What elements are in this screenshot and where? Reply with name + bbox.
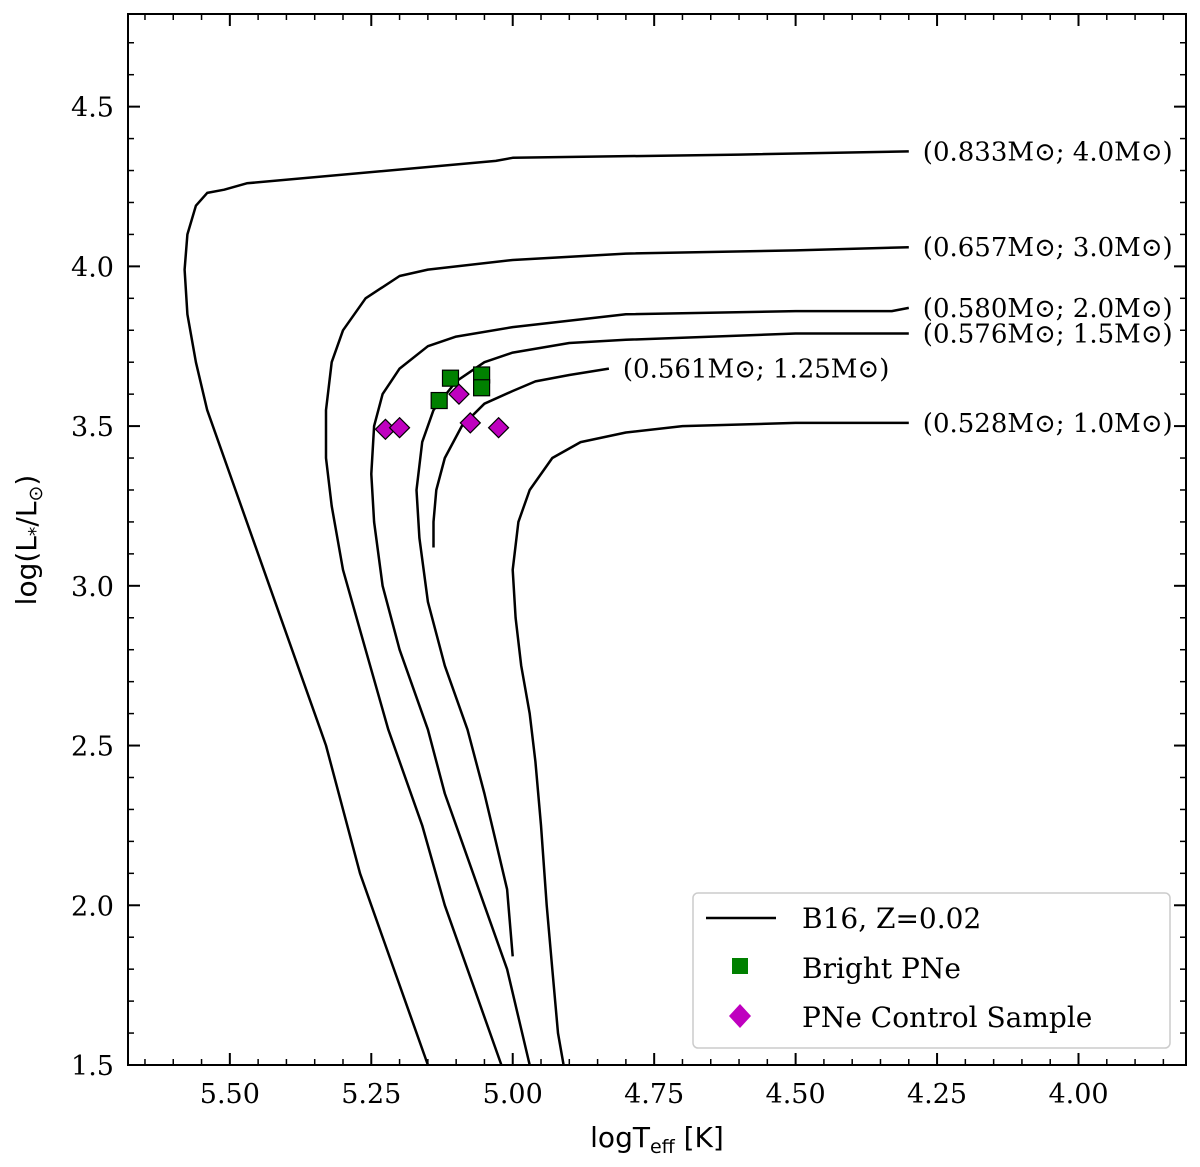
control-sample-marker	[487, 416, 510, 439]
track-line-3	[415, 332, 909, 957]
x-tick-label: 4.00	[1048, 1079, 1108, 1110]
x-tick-label: 5.00	[483, 1079, 543, 1110]
y-tick-label: 3.5	[71, 412, 114, 443]
axis-ticks: 5.50 5.25 5.00 4.75 4.50 4.25 4.00 1.5 2.0 2.5 3.0…	[71, 14, 1186, 1110]
control-sample-marker	[448, 383, 470, 405]
legend-square-swatch	[732, 958, 748, 974]
control-sample-marker	[388, 416, 411, 439]
y-tick-label: 2.0	[71, 891, 114, 922]
bright-pne-marker	[441, 369, 460, 387]
y-tick-label: 2.5	[71, 732, 114, 763]
data-markers	[374, 366, 510, 441]
y-tick-label: 4.0	[71, 252, 114, 283]
legend-label-tracks: B16, Z=0.02	[802, 902, 981, 935]
track-label-4: (0.561M⊙; 1.25M⊙)	[623, 355, 889, 385]
track-label-2: (0.580M⊙; 2.0M⊙)	[923, 294, 1173, 324]
legend-diamond-swatch	[729, 1004, 751, 1028]
y-tick-label: 4.5	[71, 93, 114, 124]
x-tick-label: 4.75	[624, 1079, 684, 1110]
legend-label-bright: Bright PNe	[802, 952, 961, 985]
x-tick-label: 5.25	[341, 1079, 401, 1110]
legend-label-control: PNe Control Sample	[802, 1001, 1092, 1034]
bright-pne-marker	[430, 391, 448, 410]
plot-frame	[127, 13, 1187, 1066]
x-tick-label: 4.25	[907, 1079, 967, 1110]
control-sample-marker	[459, 412, 482, 434]
track-label-5: (0.528M⊙; 1.0M⊙)	[923, 409, 1173, 439]
bright-pne-marker	[473, 379, 491, 397]
x-tick-label: 4.50	[766, 1079, 826, 1110]
track-line-2	[370, 306, 910, 1066]
track-line-1	[324, 245, 909, 1066]
legend: B16, Z=0.02 Bright PNe PNe Control Sampl…	[692, 892, 1171, 1049]
legend-box	[692, 892, 1171, 1049]
track-line-0	[183, 150, 909, 1066]
track-label-1: (0.657M⊙; 3.0M⊙)	[923, 233, 1173, 263]
track-labels: (0.833M⊙; 4.0M⊙) (0.657M⊙; 3.0M⊙) (0.580M⊙…	[623, 137, 1173, 439]
x-tick-label: 5.50	[200, 1079, 260, 1110]
x-axis-label: logTeff [K]	[590, 1121, 724, 1158]
evolution-tracks	[183, 150, 910, 1066]
track-line-5	[511, 421, 909, 1066]
track-label-0: (0.833M⊙; 4.0M⊙)	[923, 137, 1173, 167]
y-tick-label: 3.0	[71, 572, 114, 603]
y-tick-label: 1.5	[71, 1051, 114, 1082]
track-label-3: (0.576M⊙; 1.5M⊙)	[923, 320, 1173, 350]
